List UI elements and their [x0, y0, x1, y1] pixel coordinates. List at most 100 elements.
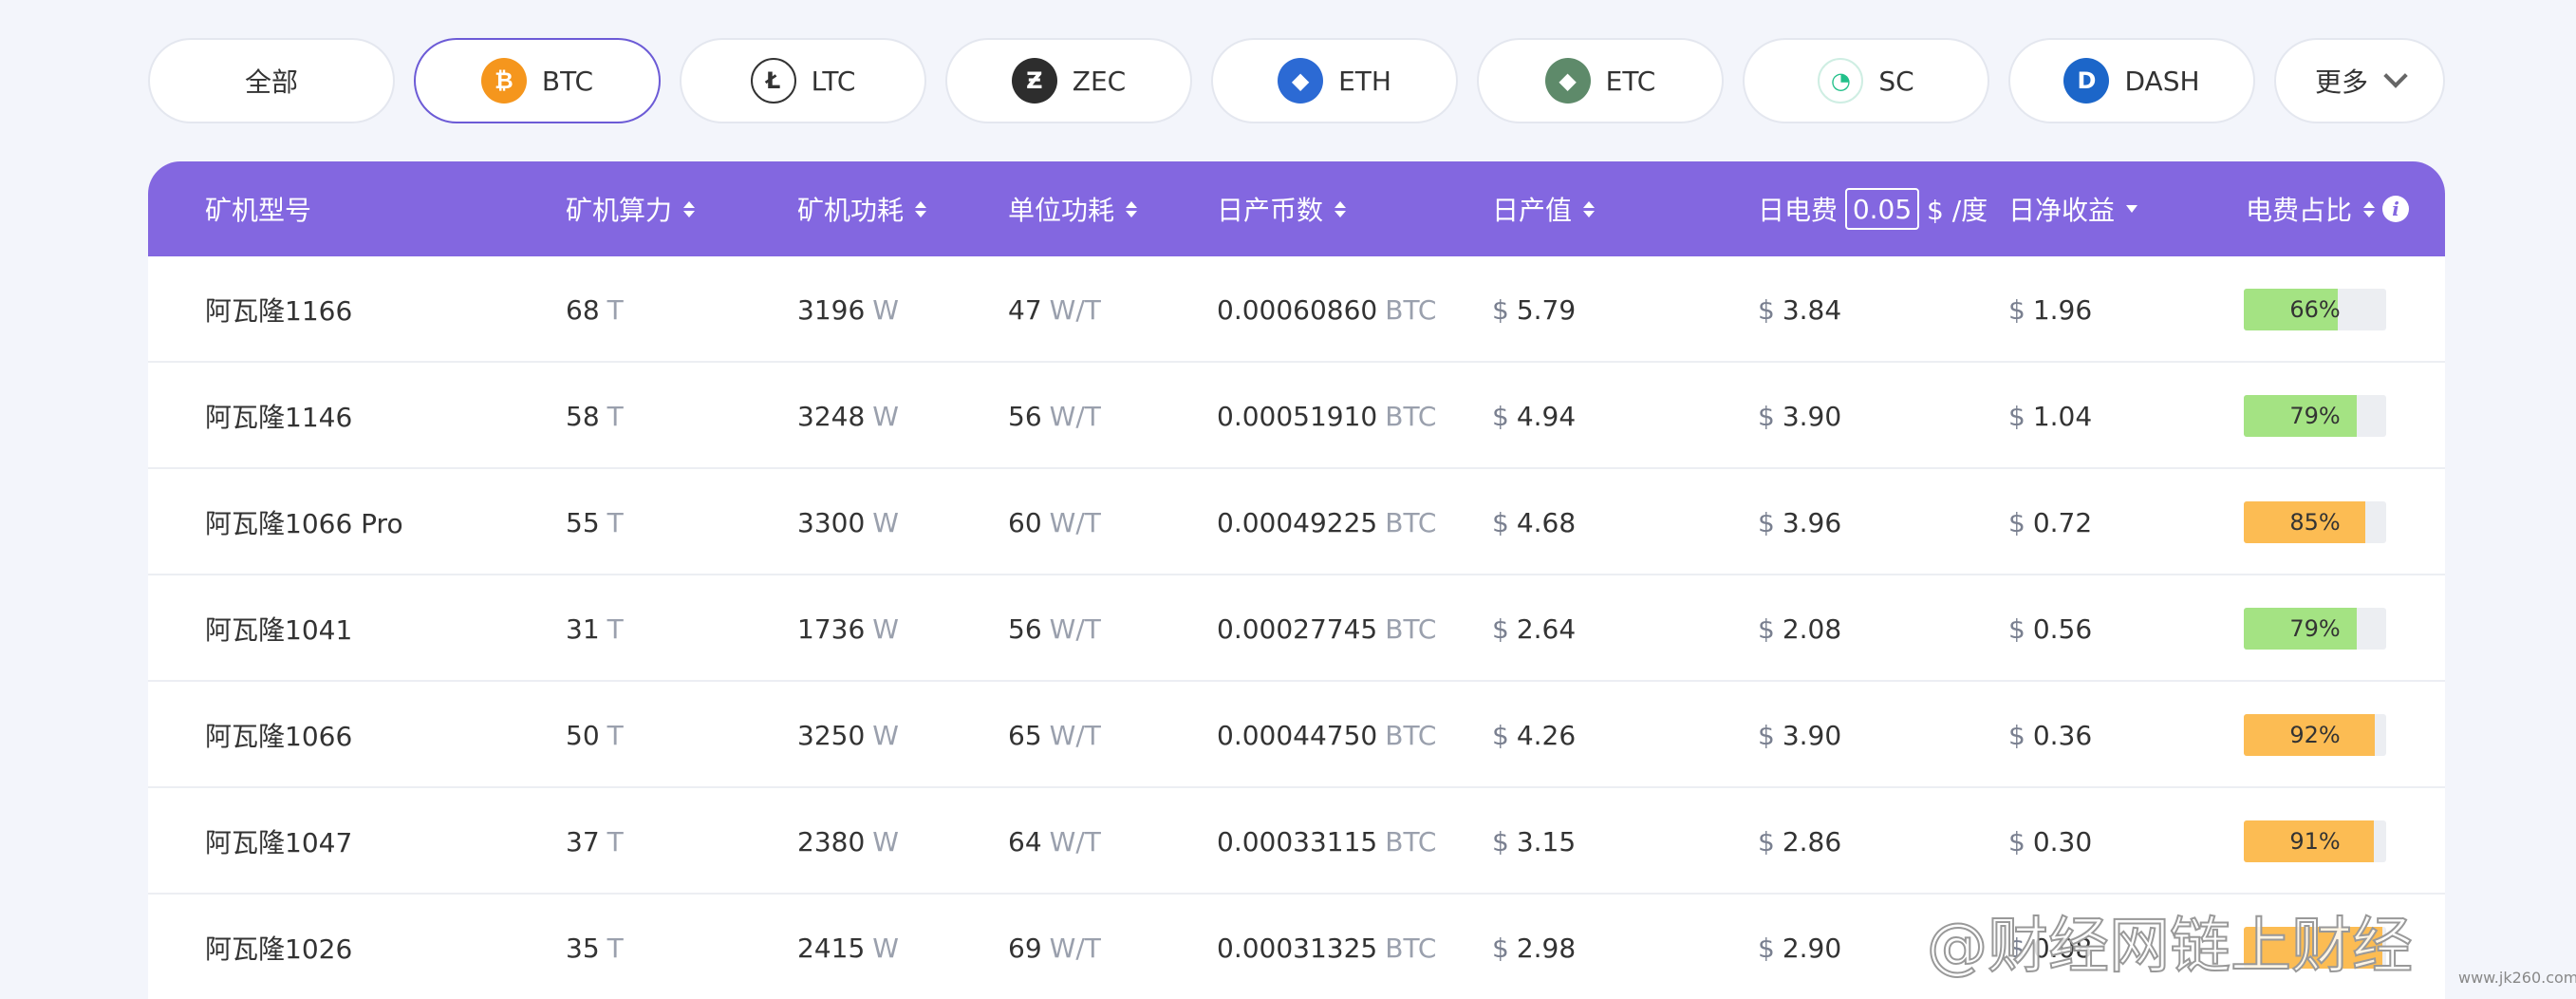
cell-hashrate: 31 T — [566, 575, 624, 682]
cell-power: 3196 W — [797, 256, 899, 363]
cell-ratio: 91% — [2244, 788, 2386, 895]
coin-tab-dash[interactable]: D DASH — [2008, 38, 2255, 123]
efficiency-value: 47 — [1008, 293, 1042, 326]
coin-tab-zec[interactable]: Ƶ ZEC — [945, 38, 1192, 123]
table-row[interactable]: 阿瓦隆1066 50 T 3250 W 65 W/T 0.00044750 BTC $4.26 $3… — [148, 682, 2445, 788]
cell-net: $0.08 — [2008, 895, 2092, 999]
table-row[interactable]: 阿瓦隆1026 35 T 2415 W 69 W/T 0.00031325 BTC $2.98 $2… — [148, 895, 2445, 999]
model-name: 阿瓦隆1026 — [205, 933, 353, 965]
daily-coins-value: 0.00033115 — [1217, 825, 1378, 858]
cell-net: $0.56 — [2008, 575, 2092, 682]
currency-symbol: $ — [1758, 825, 1775, 858]
cell-ratio: 66% — [2244, 256, 2386, 363]
cell-daily-coins: 0.00060860 BTC — [1217, 256, 1436, 363]
table-row[interactable]: 阿瓦隆1041 31 T 1736 W 56 W/T 0.00027745 BTC $2.64 $2… — [148, 575, 2445, 682]
ratio-bar-fill — [2244, 395, 2357, 437]
sort-icon — [1126, 200, 1138, 217]
efficiency-unit: W/T — [1049, 400, 1101, 432]
cell-daily-value: $4.68 — [1492, 469, 1576, 575]
power-unit: W — [872, 719, 899, 751]
electricity-price-input[interactable] — [1845, 188, 1920, 230]
currency-symbol: $ — [1492, 293, 1509, 326]
coin-tab-eth[interactable]: ◆ ETH — [1211, 38, 1458, 123]
efficiency-value: 65 — [1008, 719, 1042, 751]
watermark-site: www.jk260.com — [2458, 969, 2576, 987]
cell-net: $1.04 — [2008, 363, 2092, 469]
col-electricity-label: 日电费 — [1758, 195, 1839, 226]
more-coins-button[interactable]: 更多 — [2274, 38, 2445, 123]
cell-daily-coins: 0.00051910 BTC — [1217, 363, 1436, 469]
col-hashrate[interactable]: 矿机算力 — [566, 161, 696, 256]
table-row[interactable]: 阿瓦隆1166 68 T 3196 W 47 W/T 0.00060860 BTC $5.79 $3… — [148, 256, 2445, 363]
coin-tab-etc[interactable]: ◆ ETC — [1477, 38, 1724, 123]
coin-tab-all[interactable]: 全部 — [148, 38, 395, 123]
table-header: 矿机型号 矿机算力 矿机功耗 单位功耗 日产币数 日产值 日电费 $ /度 日净收… — [148, 161, 2445, 256]
cell-electricity: $2.86 — [1758, 788, 1841, 895]
cell-electricity: $3.90 — [1758, 363, 1841, 469]
coin-tab-label: 全部 — [244, 66, 298, 98]
coin-tab-btc[interactable]: ₿ BTC — [414, 38, 661, 123]
currency-symbol: $ — [1492, 719, 1509, 751]
cell-net: $0.30 — [2008, 788, 2092, 895]
efficiency-unit: W/T — [1049, 719, 1101, 751]
efficiency-unit: W/T — [1049, 932, 1101, 964]
cell-daily-value: $4.94 — [1492, 363, 1576, 469]
info-icon[interactable]: i — [2382, 196, 2410, 222]
table-row[interactable]: 阿瓦隆1066 Pro 55 T 3300 W 60 W/T 0.00049225 BTC $4.… — [148, 469, 2445, 575]
hashrate-value: 31 — [566, 613, 600, 645]
daily-value: 3.15 — [1516, 825, 1577, 858]
coin-unit: BTC — [1385, 293, 1437, 326]
currency-symbol: $ — [1758, 613, 1775, 645]
cell-efficiency: 69 W/T — [1008, 895, 1101, 999]
currency-symbol: $ — [2008, 613, 2025, 645]
col-daily-coins[interactable]: 日产币数 — [1217, 161, 1347, 256]
table-row[interactable]: 阿瓦隆1146 58 T 3248 W 56 W/T 0.00051910 BTC $4.94 $3… — [148, 363, 2445, 469]
efficiency-value: 64 — [1008, 825, 1042, 858]
coin-tab-label: SC — [1878, 65, 1914, 97]
cell-model: 阿瓦隆1041 — [205, 575, 352, 682]
net-income: 0.72 — [2032, 506, 2093, 538]
col-model: 矿机型号 — [205, 161, 311, 256]
hashrate-unit: T — [607, 719, 624, 751]
currency-symbol: $ — [1492, 825, 1509, 858]
col-ratio[interactable]: 电费占比 i — [2246, 161, 2410, 256]
coin-unit: BTC — [1385, 719, 1437, 751]
hashrate-value: 68 — [566, 293, 600, 326]
col-power-label: 矿机功耗 — [797, 195, 905, 226]
cell-power: 3250 W — [797, 682, 899, 788]
currency-symbol: $ — [1758, 400, 1775, 432]
power-unit: W — [872, 506, 899, 538]
ratio-label: 79% — [2289, 403, 2341, 429]
col-net[interactable]: 日净收益 — [2008, 161, 2138, 256]
col-daily-value[interactable]: 日产值 — [1492, 161, 1596, 256]
ratio-bar-fill — [2244, 289, 2338, 330]
col-power[interactable]: 矿机功耗 — [797, 161, 927, 256]
coin-tab-ltc[interactable]: Ł LTC — [680, 38, 926, 123]
electricity-cost: 3.90 — [1782, 400, 1842, 432]
ratio-bar: 85% — [2244, 501, 2386, 543]
power-unit: W — [872, 932, 899, 964]
cell-daily-value: $2.98 — [1492, 895, 1576, 999]
ratio-bar: 79% — [2244, 608, 2386, 650]
efficiency-unit: W/T — [1049, 293, 1101, 326]
table-row[interactable]: 阿瓦隆1047 37 T 2380 W 64 W/T 0.00033115 BTC $3.15 $2… — [148, 788, 2445, 895]
cell-hashrate: 55 T — [566, 469, 624, 575]
cell-model: 阿瓦隆1026 — [205, 895, 352, 999]
ratio-bar: 91% — [2244, 820, 2386, 862]
coin-tab-sc[interactable]: ◔ SC — [1743, 38, 1989, 123]
power-unit: W — [872, 400, 899, 432]
power-value: 2380 — [797, 825, 866, 858]
sort-icon — [1583, 200, 1596, 217]
efficiency-value: 56 — [1008, 400, 1042, 432]
hashrate-value: 37 — [566, 825, 600, 858]
coin-tab-label: DASH — [2124, 65, 2200, 97]
watermark: @财经网链上财经 — [1926, 911, 2414, 983]
daily-value: 2.98 — [1516, 932, 1577, 964]
currency-symbol: $ — [1758, 932, 1775, 964]
cell-ratio — [2244, 895, 2386, 999]
electricity-cost: 3.84 — [1782, 293, 1842, 326]
more-label: 更多 — [2314, 66, 2368, 98]
col-efficiency[interactable]: 单位功耗 — [1008, 161, 1138, 256]
ratio-label: 66% — [2289, 296, 2341, 323]
zcash-icon: Ƶ — [1011, 58, 1057, 104]
